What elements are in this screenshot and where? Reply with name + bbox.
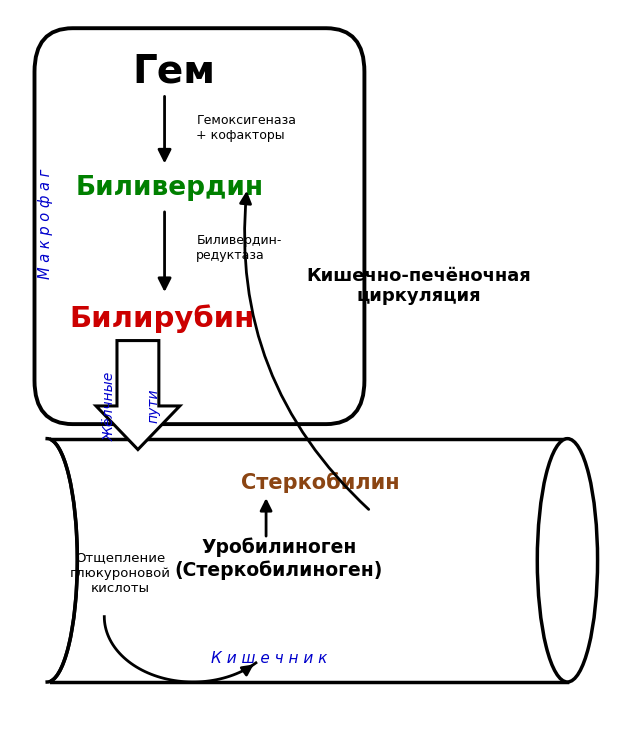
Text: Гем: Гем [132, 53, 216, 91]
Text: Уробилиноген
(Стеркобилиноген): Уробилиноген (Стеркобилиноген) [175, 537, 383, 580]
Text: Биливердин-
редуктаза: Биливердин- редуктаза [196, 234, 282, 262]
Bar [14, 431, 51, 690]
Text: Биливердин: Биливердин [76, 175, 264, 201]
Text: Стеркобилин: Стеркобилин [241, 471, 399, 493]
Text: Билирубин: Билирубин [69, 305, 255, 333]
FancyBboxPatch shape [35, 29, 364, 424]
Bar [47, 438, 568, 682]
Text: М а к р о ф а г: М а к р о ф а г [38, 169, 53, 280]
Text: К и ш е ч н и к: К и ш е ч н и к [211, 651, 328, 665]
Text: Жёлчные: Жёлчные [102, 371, 116, 441]
Polygon shape [96, 340, 180, 449]
Ellipse shape [538, 438, 598, 682]
Text: Кишечно-печёночная
циркуляция: Кишечно-печёночная циркуляция [306, 266, 531, 305]
Ellipse shape [17, 438, 77, 682]
Text: пути: пути [146, 389, 160, 423]
Text: Гемоксигеназа
+ кофакторы: Гемоксигеназа + кофакторы [196, 114, 296, 143]
Text: Отщепление
глюкуроновой
кислоты: Отщепление глюкуроновой кислоты [70, 551, 171, 594]
